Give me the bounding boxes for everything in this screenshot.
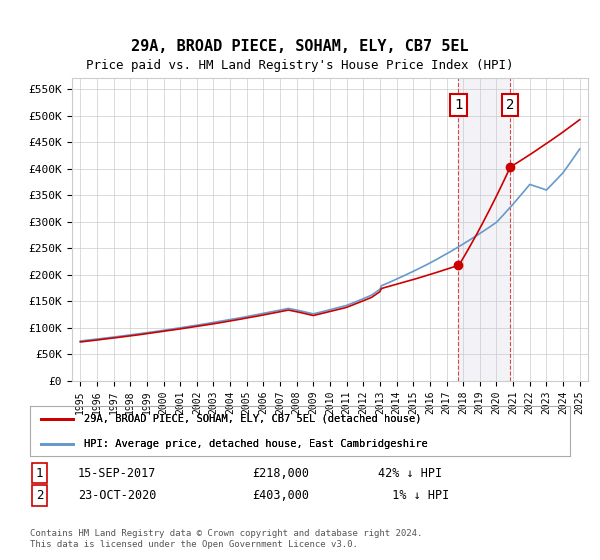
Text: 2: 2 xyxy=(36,489,44,502)
Text: 29A, BROAD PIECE, SOHAM, ELY, CB7 5EL: 29A, BROAD PIECE, SOHAM, ELY, CB7 5EL xyxy=(131,39,469,54)
Text: £218,000: £218,000 xyxy=(252,466,309,480)
Text: Price paid vs. HM Land Registry's House Price Index (HPI): Price paid vs. HM Land Registry's House … xyxy=(86,59,514,72)
Text: 2: 2 xyxy=(506,98,514,112)
Text: HPI: Average price, detached house, East Cambridgeshire: HPI: Average price, detached house, East… xyxy=(84,439,428,449)
Text: Contains HM Land Registry data © Crown copyright and database right 2024.
This d: Contains HM Land Registry data © Crown c… xyxy=(30,529,422,549)
Text: £403,000: £403,000 xyxy=(252,489,309,502)
Text: 1: 1 xyxy=(454,98,463,112)
Text: 29A, BROAD PIECE, SOHAM, ELY, CB7 5EL (detached house): 29A, BROAD PIECE, SOHAM, ELY, CB7 5EL (d… xyxy=(84,414,421,423)
Text: 1: 1 xyxy=(36,466,44,480)
Text: 29A, BROAD PIECE, SOHAM, ELY, CB7 5EL (detached house): 29A, BROAD PIECE, SOHAM, ELY, CB7 5EL (d… xyxy=(84,414,421,423)
Text: 42% ↓ HPI: 42% ↓ HPI xyxy=(378,466,442,480)
Text: 15-SEP-2017: 15-SEP-2017 xyxy=(78,466,157,480)
Text: 23-OCT-2020: 23-OCT-2020 xyxy=(78,489,157,502)
Text: 1% ↓ HPI: 1% ↓ HPI xyxy=(378,489,449,502)
Bar xyxy=(458,78,510,381)
Text: HPI: Average price, detached house, East Cambridgeshire: HPI: Average price, detached house, East… xyxy=(84,439,428,449)
